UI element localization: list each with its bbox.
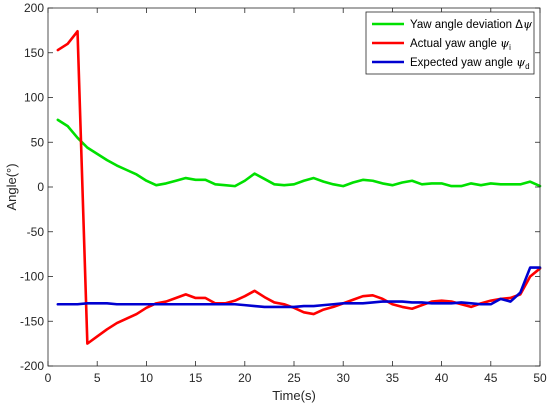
series-layer: [56, 29, 542, 345]
legend-label: Yaw angle deviation Δψ: [410, 17, 533, 31]
y-tick-label: 50: [31, 135, 45, 149]
x-tick-label: 30: [337, 371, 351, 385]
x-tick-label: 25: [287, 371, 301, 385]
legend: Yaw angle deviation Δψ Actual yaw angle ψ…: [365, 11, 535, 75]
y-tick-label: 150: [24, 46, 44, 60]
y-tick-label: -150: [20, 314, 44, 328]
y-axis-title: Angle(°): [4, 163, 19, 210]
x-tick-label: 20: [238, 371, 252, 385]
x-tick-label: 50: [533, 371, 547, 385]
x-tick-label: 35: [386, 371, 400, 385]
y-tick-label: 0: [37, 180, 44, 194]
y-tick-label: -100: [20, 270, 44, 284]
tick-labels: 0 5 10 15 20 25 30 35 40 45 50 200 150 100 50 0 -50 -100 -…: [20, 1, 547, 385]
y-tick-label: -50: [27, 225, 45, 239]
series-line-3: [56, 266, 542, 309]
x-tick-label: 45: [484, 371, 498, 385]
x-tick-label: 10: [140, 371, 154, 385]
x-axis-title: Time(s): [272, 388, 316, 403]
x-tick-label: 40: [435, 371, 449, 385]
y-tick-label: -200: [20, 359, 44, 373]
x-tick-label: 0: [45, 371, 52, 385]
axes: [47, 7, 541, 367]
x-tick-label: 5: [94, 371, 101, 385]
series-line-1: [56, 118, 542, 188]
y-tick-label: 100: [24, 91, 44, 105]
y-tick-label: 200: [24, 1, 44, 15]
x-tick-label: 15: [189, 371, 203, 385]
legend-label: Actual yaw angle ψi: [410, 36, 511, 52]
legend-label: Expected yaw angle ψd: [410, 55, 530, 71]
